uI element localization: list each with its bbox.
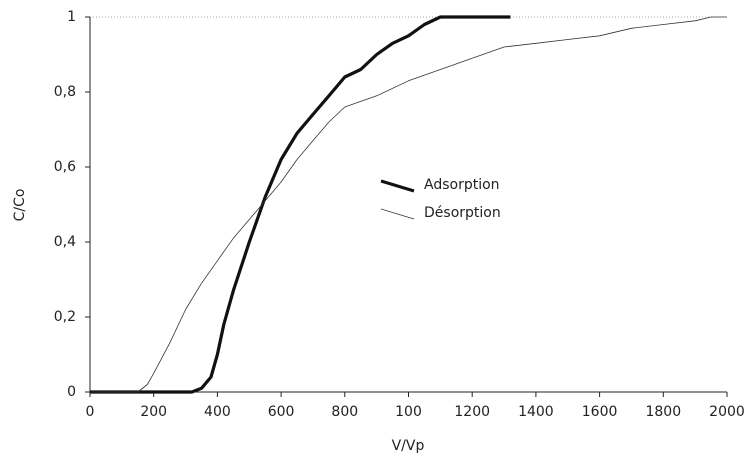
x-tick-label: 1600	[582, 404, 618, 420]
series-line	[90, 15, 511, 394]
x-tick-label: 2000	[709, 404, 745, 420]
x-tick-label: 200	[140, 404, 167, 420]
x-tick-label: 1200	[454, 404, 490, 420]
x-tick-label: 100	[395, 404, 422, 420]
legend-label: Adsorption	[424, 177, 500, 193]
y-axis-label: C/Co	[12, 189, 28, 222]
x-tick-label: 0	[86, 404, 95, 420]
series-line	[90, 16, 727, 393]
x-tick-label: 400	[204, 404, 231, 420]
legend-swatch	[380, 208, 415, 220]
y-tick-label: 0,2	[54, 309, 76, 325]
x-tick-label: 1800	[645, 404, 681, 420]
y-tick-label: 0,4	[54, 234, 76, 250]
x-axis-label: V/Vp	[392, 438, 425, 454]
x-tick-label: 1400	[518, 404, 554, 420]
x-tick-label: 600	[268, 404, 295, 420]
y-tick-label: 1	[67, 9, 76, 25]
y-tick-label: 0,6	[54, 159, 76, 175]
x-tick-label: 800	[331, 404, 358, 420]
legend-label: Désorption	[424, 205, 501, 221]
y-tick-label: 0	[67, 384, 76, 400]
legend-swatch	[380, 179, 415, 193]
y-tick-label: 0,8	[54, 84, 76, 100]
